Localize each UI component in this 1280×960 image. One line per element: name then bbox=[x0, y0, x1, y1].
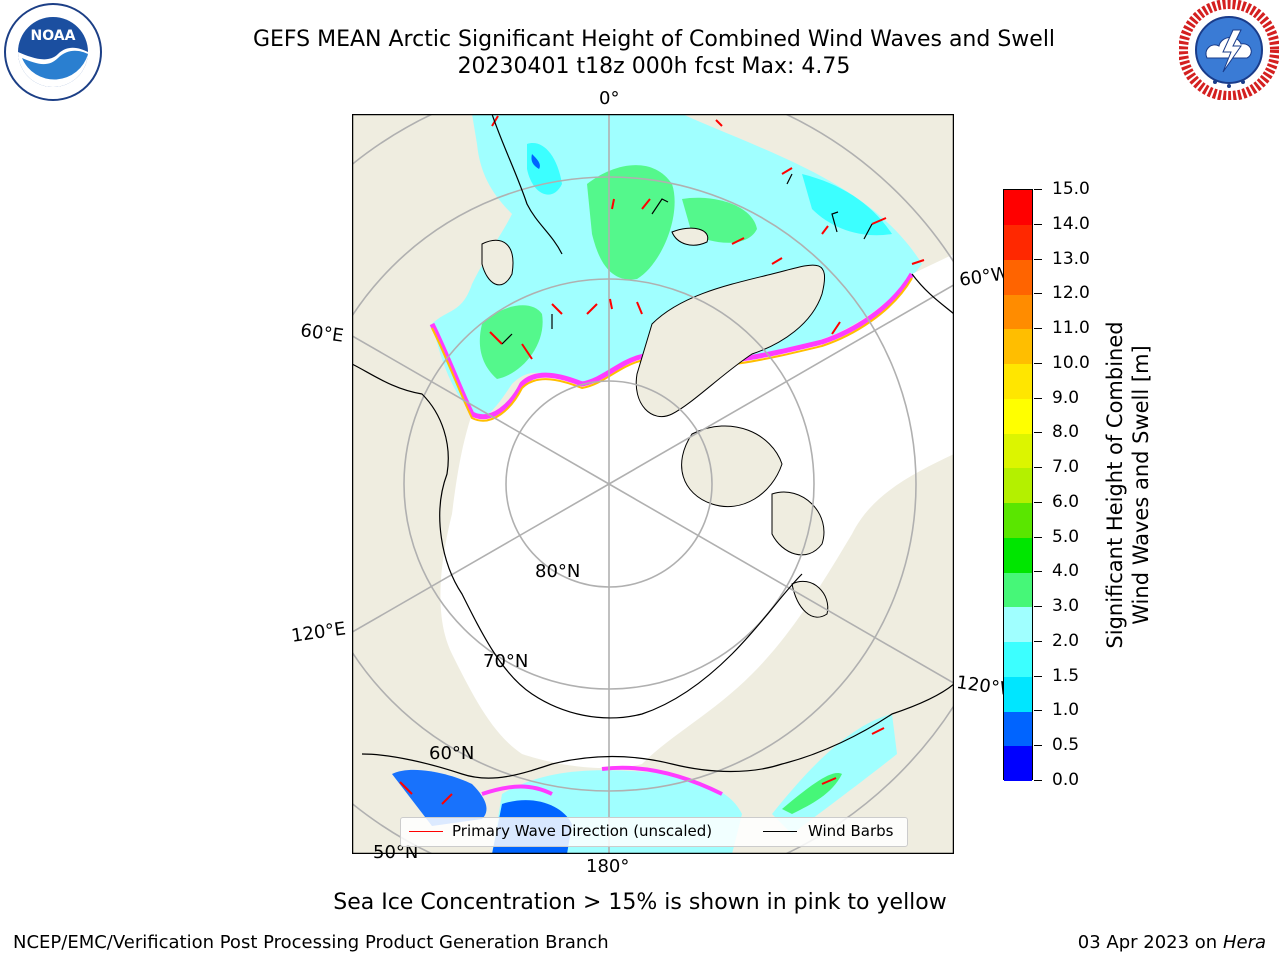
sea-ice-caption: Sea Ice Concentration > 15% is shown in … bbox=[333, 890, 947, 915]
colorbar-tick bbox=[1034, 467, 1042, 468]
ice-edge bbox=[429, 272, 915, 420]
colorbar-tick bbox=[1034, 259, 1042, 260]
colorbar-segment bbox=[1004, 676, 1032, 712]
colorbar-segment bbox=[1004, 607, 1032, 643]
colorbar-tick-label: 13.0 bbox=[1052, 249, 1090, 269]
colorbar-tick bbox=[1034, 398, 1042, 399]
chart-subtitle: 20230401 t18z 000h fcst Max: 4.75 bbox=[457, 54, 851, 79]
chart-title: GEFS MEAN Arctic Significant Height of C… bbox=[252, 27, 1056, 52]
wind-barbs bbox=[501, 173, 873, 345]
colorbar-tick-label: 4.0 bbox=[1052, 561, 1080, 581]
nws-logo bbox=[1178, 0, 1280, 101]
colorbar-tick-label: 8.0 bbox=[1052, 422, 1080, 442]
pacific-ocean bbox=[392, 769, 487, 826]
colorbar-tick bbox=[1034, 780, 1042, 781]
map-legend: Primary Wave Direction (unscaled) Wind B… bbox=[400, 817, 908, 847]
colorbar-title-line2: Wind Waves and Swell [m] bbox=[1129, 345, 1153, 625]
colorbar-segment bbox=[1004, 433, 1032, 469]
colorbar-tick-label: 9.0 bbox=[1052, 388, 1080, 408]
colorbar-tick-label: 5.0 bbox=[1052, 527, 1080, 547]
colorbar-tick bbox=[1034, 293, 1042, 294]
colorbar-tick-label: 3.0 bbox=[1052, 596, 1080, 616]
noaa-logo: NOAA bbox=[2, 2, 104, 102]
colorbar-segment bbox=[1004, 329, 1032, 365]
colorbar-tick bbox=[1034, 571, 1042, 572]
lat-label-60n: 60°N bbox=[429, 743, 475, 764]
colorbar-tick-label: 12.0 bbox=[1052, 283, 1090, 303]
colorbar-tick-label: 14.0 bbox=[1052, 214, 1090, 234]
colorbar-segment bbox=[1004, 746, 1032, 782]
wave-direction-swatch bbox=[409, 831, 443, 833]
colorbar-tick-label: 11.0 bbox=[1052, 318, 1090, 338]
colorbar-segment bbox=[1004, 468, 1032, 504]
colorbar-segment bbox=[1004, 224, 1032, 260]
colorbar-segment bbox=[1004, 363, 1032, 399]
footer-branch: NCEP/EMC/Verification Post Processing Pr… bbox=[13, 932, 609, 953]
colorbar-segment bbox=[1004, 711, 1032, 747]
footer-date: 03 Apr 2023 on Hera bbox=[1078, 932, 1266, 953]
colorbar-segment bbox=[1004, 502, 1032, 538]
colorbar-tick bbox=[1034, 224, 1042, 225]
lat-label-80n: 80°N bbox=[535, 561, 581, 582]
colorbar-tick bbox=[1034, 606, 1042, 607]
noaa-logo-text: NOAA bbox=[31, 28, 76, 44]
colorbar-title-line1: Significant Height of Combined bbox=[1103, 321, 1127, 649]
wind-barb-label: Wind Barbs bbox=[808, 822, 894, 840]
lat-label-70n: 70°N bbox=[483, 651, 529, 672]
colorbar bbox=[1003, 189, 1033, 782]
colorbar-tick bbox=[1034, 432, 1042, 433]
colorbar-tick-label: 6.0 bbox=[1052, 492, 1080, 512]
wave-arrows bbox=[399, 115, 925, 805]
colorbar-segment bbox=[1004, 641, 1032, 677]
colorbar-tick bbox=[1034, 502, 1042, 503]
colorbar-segment bbox=[1004, 398, 1032, 434]
colorbar-tick-label: 2.0 bbox=[1052, 631, 1080, 651]
lon-label-180: 180° bbox=[586, 856, 630, 877]
colorbar-tick-label: 10.0 bbox=[1052, 353, 1090, 373]
lon-label-60e: 60°E bbox=[299, 320, 345, 347]
lon-label-0: 0° bbox=[599, 88, 620, 109]
colorbar-tick bbox=[1034, 676, 1042, 677]
footer-machine: Hera bbox=[1222, 932, 1266, 953]
colorbar-tick bbox=[1034, 363, 1042, 364]
colorbar-segment bbox=[1004, 190, 1032, 225]
wave-direction-label: Primary Wave Direction (unscaled) bbox=[452, 822, 713, 840]
colorbar-tick-label: 1.5 bbox=[1052, 666, 1080, 686]
graticule bbox=[352, 114, 954, 854]
map-svg bbox=[351, 113, 955, 855]
colorbar-tick-label: 0.0 bbox=[1052, 770, 1080, 790]
colorbar-segment bbox=[1004, 294, 1032, 330]
footer-date-text: 03 Apr 2023 on bbox=[1077, 932, 1218, 953]
colorbar-tick bbox=[1034, 328, 1042, 329]
colorbar-tick bbox=[1034, 537, 1042, 538]
colorbar-tick bbox=[1034, 710, 1042, 711]
colorbar-tick bbox=[1034, 641, 1042, 642]
colorbar-tick-label: 1.0 bbox=[1052, 700, 1080, 720]
coastlines bbox=[352, 114, 954, 779]
greenland bbox=[635, 264, 826, 418]
colorbar-segment bbox=[1004, 259, 1032, 295]
colorbar-tick-label: 15.0 bbox=[1052, 179, 1090, 199]
arctic-map bbox=[351, 113, 955, 855]
lat-label-50n: 50°N bbox=[373, 842, 419, 863]
colorbar-segment bbox=[1004, 537, 1032, 573]
colorbar-segment bbox=[1004, 572, 1032, 608]
colorbar-tick bbox=[1034, 189, 1042, 190]
colorbar-tick bbox=[1034, 745, 1042, 746]
lon-label-120e: 120°E bbox=[290, 618, 348, 647]
colorbar-tick-label: 0.5 bbox=[1052, 735, 1080, 755]
wind-barb-swatch bbox=[763, 831, 797, 833]
colorbar-tick-label: 7.0 bbox=[1052, 457, 1080, 477]
